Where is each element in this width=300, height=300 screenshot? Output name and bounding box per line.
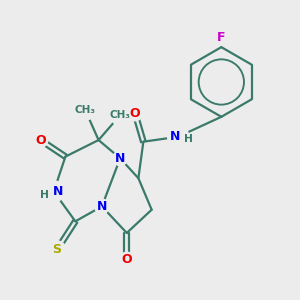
Text: N: N	[97, 200, 107, 213]
Text: H: H	[40, 190, 49, 200]
Text: N: N	[170, 130, 180, 143]
Circle shape	[33, 133, 48, 147]
Circle shape	[43, 181, 64, 202]
Circle shape	[128, 106, 142, 121]
Text: H: H	[184, 134, 193, 144]
Text: F: F	[217, 32, 226, 44]
Circle shape	[168, 126, 189, 147]
Text: CH₃: CH₃	[110, 110, 130, 120]
Circle shape	[113, 151, 128, 166]
Text: N: N	[115, 152, 125, 165]
Text: O: O	[130, 107, 140, 120]
Circle shape	[119, 252, 134, 267]
Circle shape	[110, 105, 130, 125]
Text: S: S	[52, 243, 62, 256]
Circle shape	[94, 199, 109, 214]
Text: N: N	[52, 185, 63, 198]
Circle shape	[75, 100, 95, 120]
Text: O: O	[35, 134, 46, 146]
Circle shape	[214, 31, 229, 45]
Circle shape	[49, 241, 66, 258]
Text: O: O	[122, 253, 132, 266]
Text: CH₃: CH₃	[75, 105, 96, 115]
